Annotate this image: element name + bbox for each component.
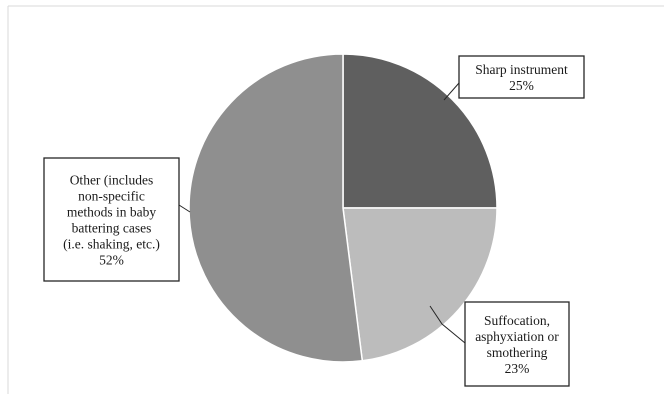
data-label-text: (i.e. shaking, etc.) — [63, 237, 160, 252]
pie-slice-sharp — [342, 53, 498, 209]
data-label-box — [464, 301, 570, 387]
data-label-text: methods in baby — [67, 205, 156, 220]
leader-line — [178, 204, 191, 213]
data-label-text: non-specific — [78, 189, 145, 204]
leader-line — [429, 305, 466, 344]
data-label-text: Sharp instrument — [475, 62, 568, 77]
data-label-text: smothering — [487, 345, 548, 360]
data-label-value: 25% — [509, 78, 534, 93]
data-label-value: 52% — [99, 253, 124, 268]
data-label-box — [458, 55, 585, 99]
pie-slice-other — [188, 53, 364, 363]
data-label-value: 23% — [505, 361, 530, 376]
data-label-box — [43, 157, 180, 282]
pie-slices — [188, 53, 498, 363]
data-label-text: battering cases — [72, 221, 152, 236]
data-label-text: Suffocation, — [484, 313, 550, 328]
data-label-text: asphyxiation or — [475, 329, 559, 344]
data-label-text: Other (includes — [70, 173, 154, 188]
leader-line — [443, 82, 460, 101]
pie-slice-suffocation — [342, 207, 498, 362]
